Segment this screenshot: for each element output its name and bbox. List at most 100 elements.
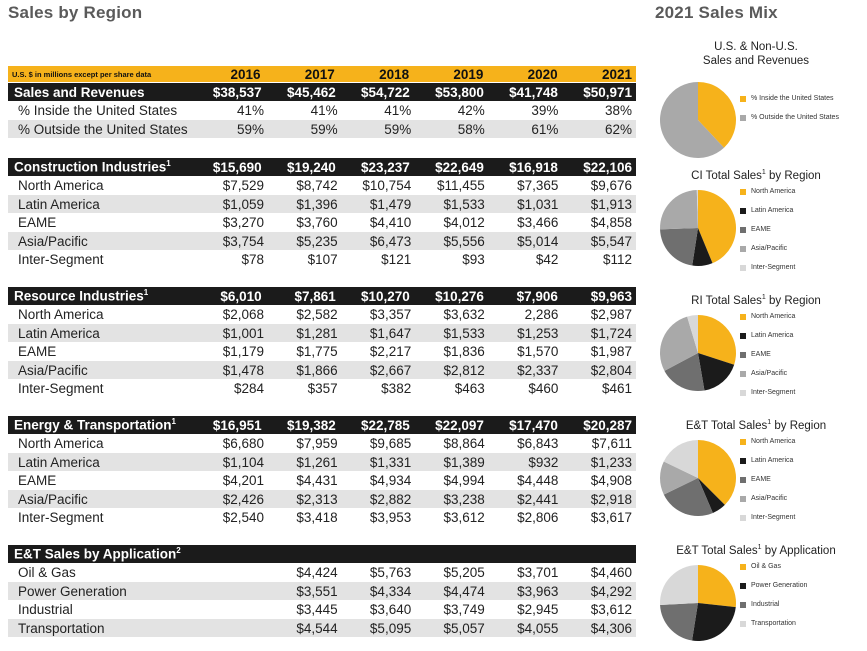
pie-slice — [696, 190, 698, 228]
value-cell: $3,418 — [296, 510, 338, 525]
value-cell: $20,287 — [583, 417, 632, 433]
value-cell: $4,448 — [517, 473, 559, 488]
row-label: Inter-Segment — [18, 381, 104, 396]
legend-label: EAME — [751, 476, 771, 483]
value-cell: $1,031 — [517, 196, 559, 212]
value-cell: $2,426 — [222, 491, 265, 507]
pie-slice — [698, 353, 735, 391]
footnote-mark: 2 — [176, 546, 181, 556]
pie-title: U.S. & Non-U.S. Sales and Revenues — [648, 40, 864, 68]
value-cell: $19,240 — [286, 159, 336, 175]
pie-slice — [660, 190, 698, 230]
legend-label: % Outside the United States — [751, 114, 839, 121]
value-cell: $1,533 — [443, 325, 485, 341]
value-cell: $54,722 — [361, 84, 410, 100]
legend-swatch — [740, 264, 746, 271]
value-cell: $19,382 — [286, 417, 336, 433]
legend-item: North America — [740, 188, 795, 195]
value-cell: $16,918 — [509, 159, 558, 175]
value-cell: $932 — [528, 454, 559, 470]
value-cell: $1,253 — [517, 325, 559, 341]
legend-swatch — [740, 188, 746, 195]
value-cell: $107 — [307, 252, 338, 267]
value-cell: $1,570 — [517, 344, 559, 359]
value-cell: 41% — [310, 103, 338, 118]
value-cell: $3,612 — [443, 510, 485, 525]
sales-table: U.S. $ in millions except per share data… — [8, 0, 636, 649]
legend-label: Latin America — [751, 457, 794, 464]
value-cell: $3,640 — [369, 602, 412, 617]
value-cell: 62% — [604, 121, 632, 137]
legend-item: % Inside the United States — [740, 95, 834, 102]
pie-slice — [698, 82, 736, 148]
year-header: 2020 — [527, 66, 558, 82]
value-cell: $4,201 — [222, 473, 265, 488]
pie-chart-block: CI Total Sales1 by Region North America La… — [648, 166, 864, 276]
legend-item: Inter-Segment — [740, 264, 795, 271]
value-cell: $5,057 — [443, 620, 485, 636]
legend-item: Industrial — [740, 601, 779, 608]
row-label: Industrial — [18, 602, 73, 617]
value-cell: $284 — [233, 381, 265, 396]
row-label: Latin America — [18, 454, 100, 470]
legend-swatch — [740, 245, 746, 252]
value-cell: $8,742 — [296, 178, 338, 193]
legend-swatch — [740, 351, 746, 358]
row-label: Latin America — [18, 325, 100, 341]
value-cell: $2,540 — [222, 510, 265, 525]
footnote-mark: 1 — [171, 417, 176, 427]
legend-swatch — [740, 582, 746, 589]
value-cell: $38,537 — [212, 84, 262, 100]
year-header: 2019 — [453, 66, 484, 82]
value-cell: $121 — [381, 252, 412, 267]
row-label: Resource Industries1 — [14, 288, 149, 304]
value-cell: $3,754 — [222, 233, 265, 249]
legend-swatch — [740, 495, 746, 502]
value-cell: $5,556 — [443, 233, 485, 249]
row-label: % Inside the United States — [18, 103, 178, 118]
value-cell: $1,724 — [590, 325, 632, 341]
value-cell: $1,647 — [369, 325, 412, 341]
table-header-row: U.S. $ in millions except per share data… — [8, 66, 636, 82]
table-row: Power Generation $3,551 $4,334 $4,474 $3,963… — [8, 582, 636, 600]
row-label: EAME — [18, 473, 57, 488]
value-cell: $463 — [454, 381, 485, 396]
value-cell: $1,059 — [222, 196, 265, 212]
legend-swatch — [740, 332, 746, 339]
value-cell: $3,760 — [296, 215, 338, 230]
value-cell: $3,270 — [222, 215, 265, 230]
row-label: Transportation — [18, 620, 105, 636]
value-cell: $3,357 — [369, 307, 412, 322]
pie-slice — [663, 478, 713, 516]
value-cell: $4,012 — [443, 215, 485, 230]
legend-swatch — [740, 601, 746, 608]
value-cell: $4,934 — [369, 473, 412, 488]
pie-slice — [659, 316, 698, 371]
legend-label: EAME — [751, 226, 771, 233]
row-label: North America — [18, 436, 104, 451]
pie-slice — [698, 478, 725, 513]
value-cell: $7,959 — [296, 436, 338, 451]
value-cell: 41% — [384, 103, 412, 118]
value-cell: $1,179 — [222, 344, 265, 359]
year-header: 2017 — [304, 66, 335, 82]
value-cell: 59% — [237, 121, 265, 137]
value-cell: $4,858 — [590, 215, 632, 230]
value-cell: $7,861 — [294, 288, 336, 304]
value-cell: $11,455 — [437, 178, 485, 193]
legend-item: North America — [740, 438, 795, 445]
value-cell: 38% — [604, 103, 632, 118]
pie-slice — [692, 603, 736, 641]
pie-slice — [659, 565, 698, 605]
legend-item: Inter-Segment — [740, 389, 795, 396]
value-cell: $2,068 — [222, 307, 265, 322]
value-cell: $1,233 — [590, 454, 632, 470]
value-cell: $4,474 — [443, 583, 485, 599]
footnote-mark: 1 — [757, 544, 762, 551]
legend-label: North America — [751, 188, 796, 195]
pie-title: E&T Total Sales1 by Application — [676, 544, 836, 557]
value-cell: $1,001 — [222, 325, 265, 341]
table-row: Inter-Segment $78 $107 $121 $93 $42 $112 — [8, 251, 636, 269]
value-cell: $2,918 — [590, 491, 632, 507]
pie-chart — [659, 315, 736, 392]
